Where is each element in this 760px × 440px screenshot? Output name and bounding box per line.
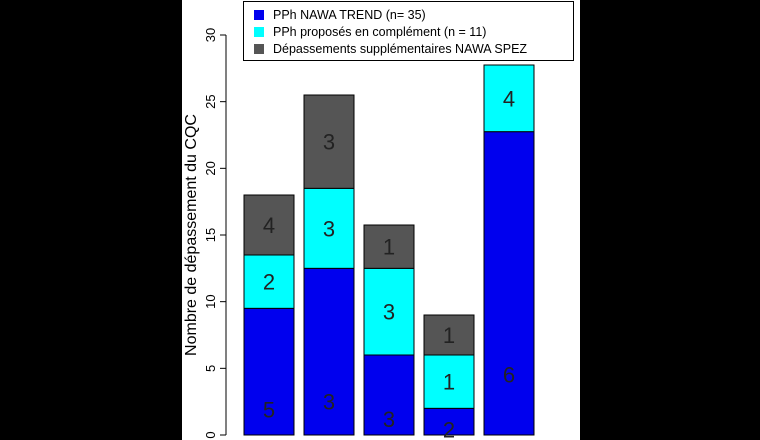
legend-swatch-blue — [254, 10, 264, 20]
bar-1-series-2 — [303, 94, 355, 189]
bar-1-series-0 — [303, 267, 355, 436]
bar-4-series-1 — [483, 64, 535, 133]
legend-swatch-cyan — [254, 27, 264, 37]
bar-2-series-1 — [363, 267, 415, 356]
bar-label-1-series-0: 3 — [323, 390, 335, 415]
bar-label-2-series-0: 3 — [383, 407, 395, 432]
legend: PPh NAWA TREND (n= 35) PPh proposés en c… — [243, 1, 574, 61]
y-tick-label-5: 25 — [203, 94, 218, 108]
legend-label-series-2: Dépassements supplémentaires NAWA SPEZ — [273, 42, 528, 56]
legend-item-series-1: PPh proposés en complément (n = 11) — [254, 23, 486, 41]
bar-4-series-0 — [483, 131, 535, 436]
bar-0-series-0 — [243, 307, 295, 436]
bar-label-4-series-0: 6 — [503, 362, 515, 387]
y-tick-label-0: 0 — [203, 431, 218, 438]
y-tick-label-4: 20 — [203, 161, 218, 175]
legend-item-series-2: Dépassements supplémentaires NAWA SPEZ — [254, 40, 527, 58]
bar-label-2-series-2: 1 — [383, 235, 395, 260]
bar-0-series-1 — [243, 254, 295, 309]
bar-label-4-series-1: 4 — [503, 86, 515, 111]
y-tick-label-2: 10 — [203, 294, 218, 308]
legend-label-series-0: PPh NAWA TREND (n= 35) — [273, 8, 426, 22]
y-tick-label-6: 30 — [203, 28, 218, 42]
bar-0-series-2 — [243, 194, 295, 256]
y-axis-title: Nombre de dépassement du CQC — [183, 114, 200, 356]
chart-panel: 0 5 10 15 20 25 30 Nombre de dépassement du CQC… — [182, 0, 580, 440]
bar-label-0-series-2: 4 — [263, 213, 275, 238]
bar-3-series-1 — [423, 354, 475, 409]
bar-1-series-1 — [303, 187, 355, 269]
bar-2-series-2 — [363, 224, 415, 269]
bar-label-0-series-0: 5 — [263, 398, 275, 423]
bar-label-1-series-1: 3 — [323, 216, 335, 241]
y-tick-label-3: 15 — [203, 228, 218, 242]
legend-swatch-gray — [254, 44, 264, 54]
bar-3-series-0 — [423, 407, 475, 436]
y-tick-label-1: 5 — [203, 365, 218, 372]
bar-label-2-series-1: 3 — [383, 300, 395, 325]
bar-label-3-series-1: 1 — [443, 370, 455, 395]
bar-label-3-series-2: 1 — [443, 323, 455, 348]
bar-label-3-series-0: 2 — [443, 418, 455, 440]
bar-label-1-series-2: 3 — [323, 130, 335, 155]
legend-item-series-0: PPh NAWA TREND (n= 35) — [254, 6, 426, 24]
legend-label-series-1: PPh proposés en complément (n = 11) — [273, 25, 487, 39]
bar-label-0-series-1: 2 — [263, 270, 275, 295]
bar-3-series-2 — [423, 314, 475, 356]
